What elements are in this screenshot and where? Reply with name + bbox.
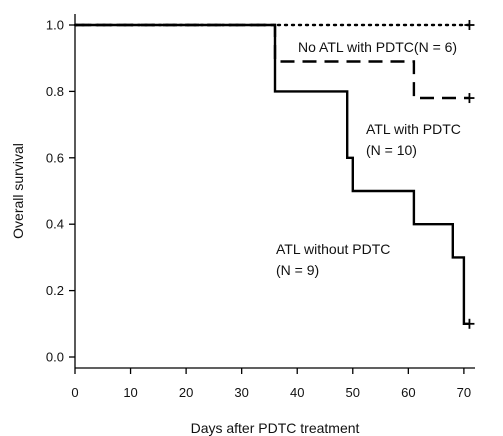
y-tick-label: 0.0 bbox=[46, 350, 64, 365]
x-tick-label: 30 bbox=[234, 385, 248, 400]
x-tick-label: 50 bbox=[346, 385, 360, 400]
series-line-2 bbox=[75, 23, 470, 325]
series-layer bbox=[73, 20, 475, 329]
x-tick-label: 40 bbox=[290, 385, 304, 400]
y-tick-label: 0.6 bbox=[46, 150, 64, 165]
series-label-2: ATL without PDTC bbox=[276, 241, 390, 257]
x-tick-label: 10 bbox=[123, 385, 137, 400]
y-tick-label: 0.8 bbox=[46, 84, 64, 99]
x-tick-label: 0 bbox=[71, 385, 78, 400]
series-label-1: (N = 10) bbox=[366, 142, 417, 158]
series-label-0: No ATL with PDTC(N = 6) bbox=[298, 39, 457, 55]
x-tick-label: 70 bbox=[457, 385, 471, 400]
x-tick-label: 60 bbox=[401, 385, 415, 400]
y-axis-title: Overall survival bbox=[10, 143, 26, 239]
annotations: No ATL with PDTC(N = 6) ATL with PDTC (N =… bbox=[276, 39, 461, 278]
y-tick-label: 0.2 bbox=[46, 283, 64, 298]
series-label-2: (N = 9) bbox=[276, 262, 319, 278]
series-label-1: ATL with PDTC bbox=[366, 121, 461, 137]
x-axis-title: Days after PDTC treatment bbox=[191, 420, 360, 436]
censor-mark bbox=[464, 20, 475, 30]
y-tick-label: 1.0 bbox=[46, 18, 64, 33]
y-tick-label: 0.4 bbox=[46, 217, 64, 232]
censor-mark bbox=[464, 318, 475, 329]
censor-mark bbox=[464, 93, 475, 104]
series-line-1 bbox=[75, 23, 470, 100]
ticks: 0 10 20 30 40 50 60 70 0.0 0.2 0.4 0.6 0.8 1.0 bbox=[46, 18, 471, 401]
x-tick-label: 20 bbox=[179, 385, 193, 400]
